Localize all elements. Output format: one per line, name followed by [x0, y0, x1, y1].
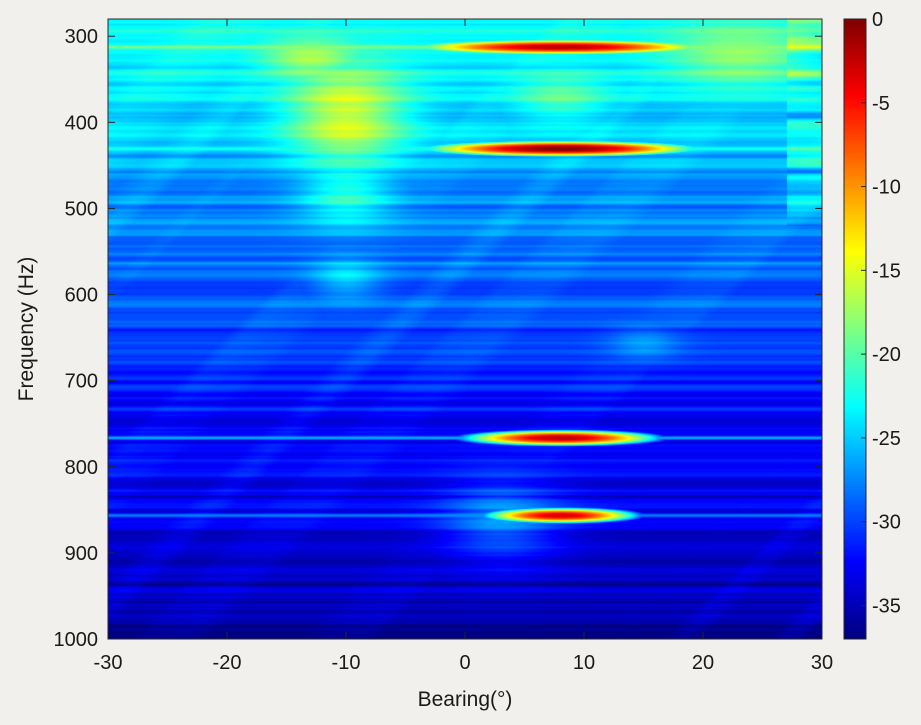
x-tick-label: 30 [811, 652, 833, 674]
x-axis: -30 -20 -10 0 10 20 30 [94, 19, 833, 674]
y-tick-label: 600 [65, 285, 98, 307]
x-tick-label: 10 [573, 652, 595, 674]
y-tick-label: 500 [65, 198, 98, 220]
plot-area [107, 18, 823, 640]
x-tick-label: 0 [459, 652, 470, 674]
heatmap-image [108, 19, 822, 639]
x-tick-label: -30 [94, 652, 123, 674]
y-tick-label: 300 [65, 26, 98, 48]
y-tick-label: 900 [65, 543, 98, 565]
colorbar-tick-label: -5 [872, 93, 890, 115]
colorbar-tick-label: 0 [872, 9, 883, 31]
x-tick-label: -20 [213, 652, 242, 674]
colorbar-tick-label: -10 [872, 177, 901, 199]
colorbar-tick-label: -15 [872, 260, 901, 282]
colorbar-tick-label: -35 [872, 595, 901, 617]
y-tick-label: 700 [65, 371, 98, 393]
colorbar-gradient [843, 18, 867, 640]
x-tick-label: 20 [692, 652, 714, 674]
y-tick-label: 400 [65, 112, 98, 134]
y-axis-label: Frequency (Hz) [15, 257, 38, 402]
y-axis: 300 400 500 600 700 800 900 1000 [54, 26, 822, 651]
y-tick-label: 1000 [54, 629, 99, 651]
colorbar-tick-label: -20 [872, 344, 901, 366]
colorbar-ticks: 0 -5 -10 -15 -20 -25 -30 -35 [861, 9, 901, 617]
y-tick-label: 800 [65, 457, 98, 479]
colorbar-tick-label: -30 [872, 512, 901, 534]
x-tick-label: -10 [332, 652, 361, 674]
colorbar-tick-label: -25 [872, 428, 901, 450]
colorbar: 0 -5 -10 -15 -20 -25 -30 -35 [843, 9, 901, 640]
x-axis-label: Bearing(°) [418, 688, 513, 711]
